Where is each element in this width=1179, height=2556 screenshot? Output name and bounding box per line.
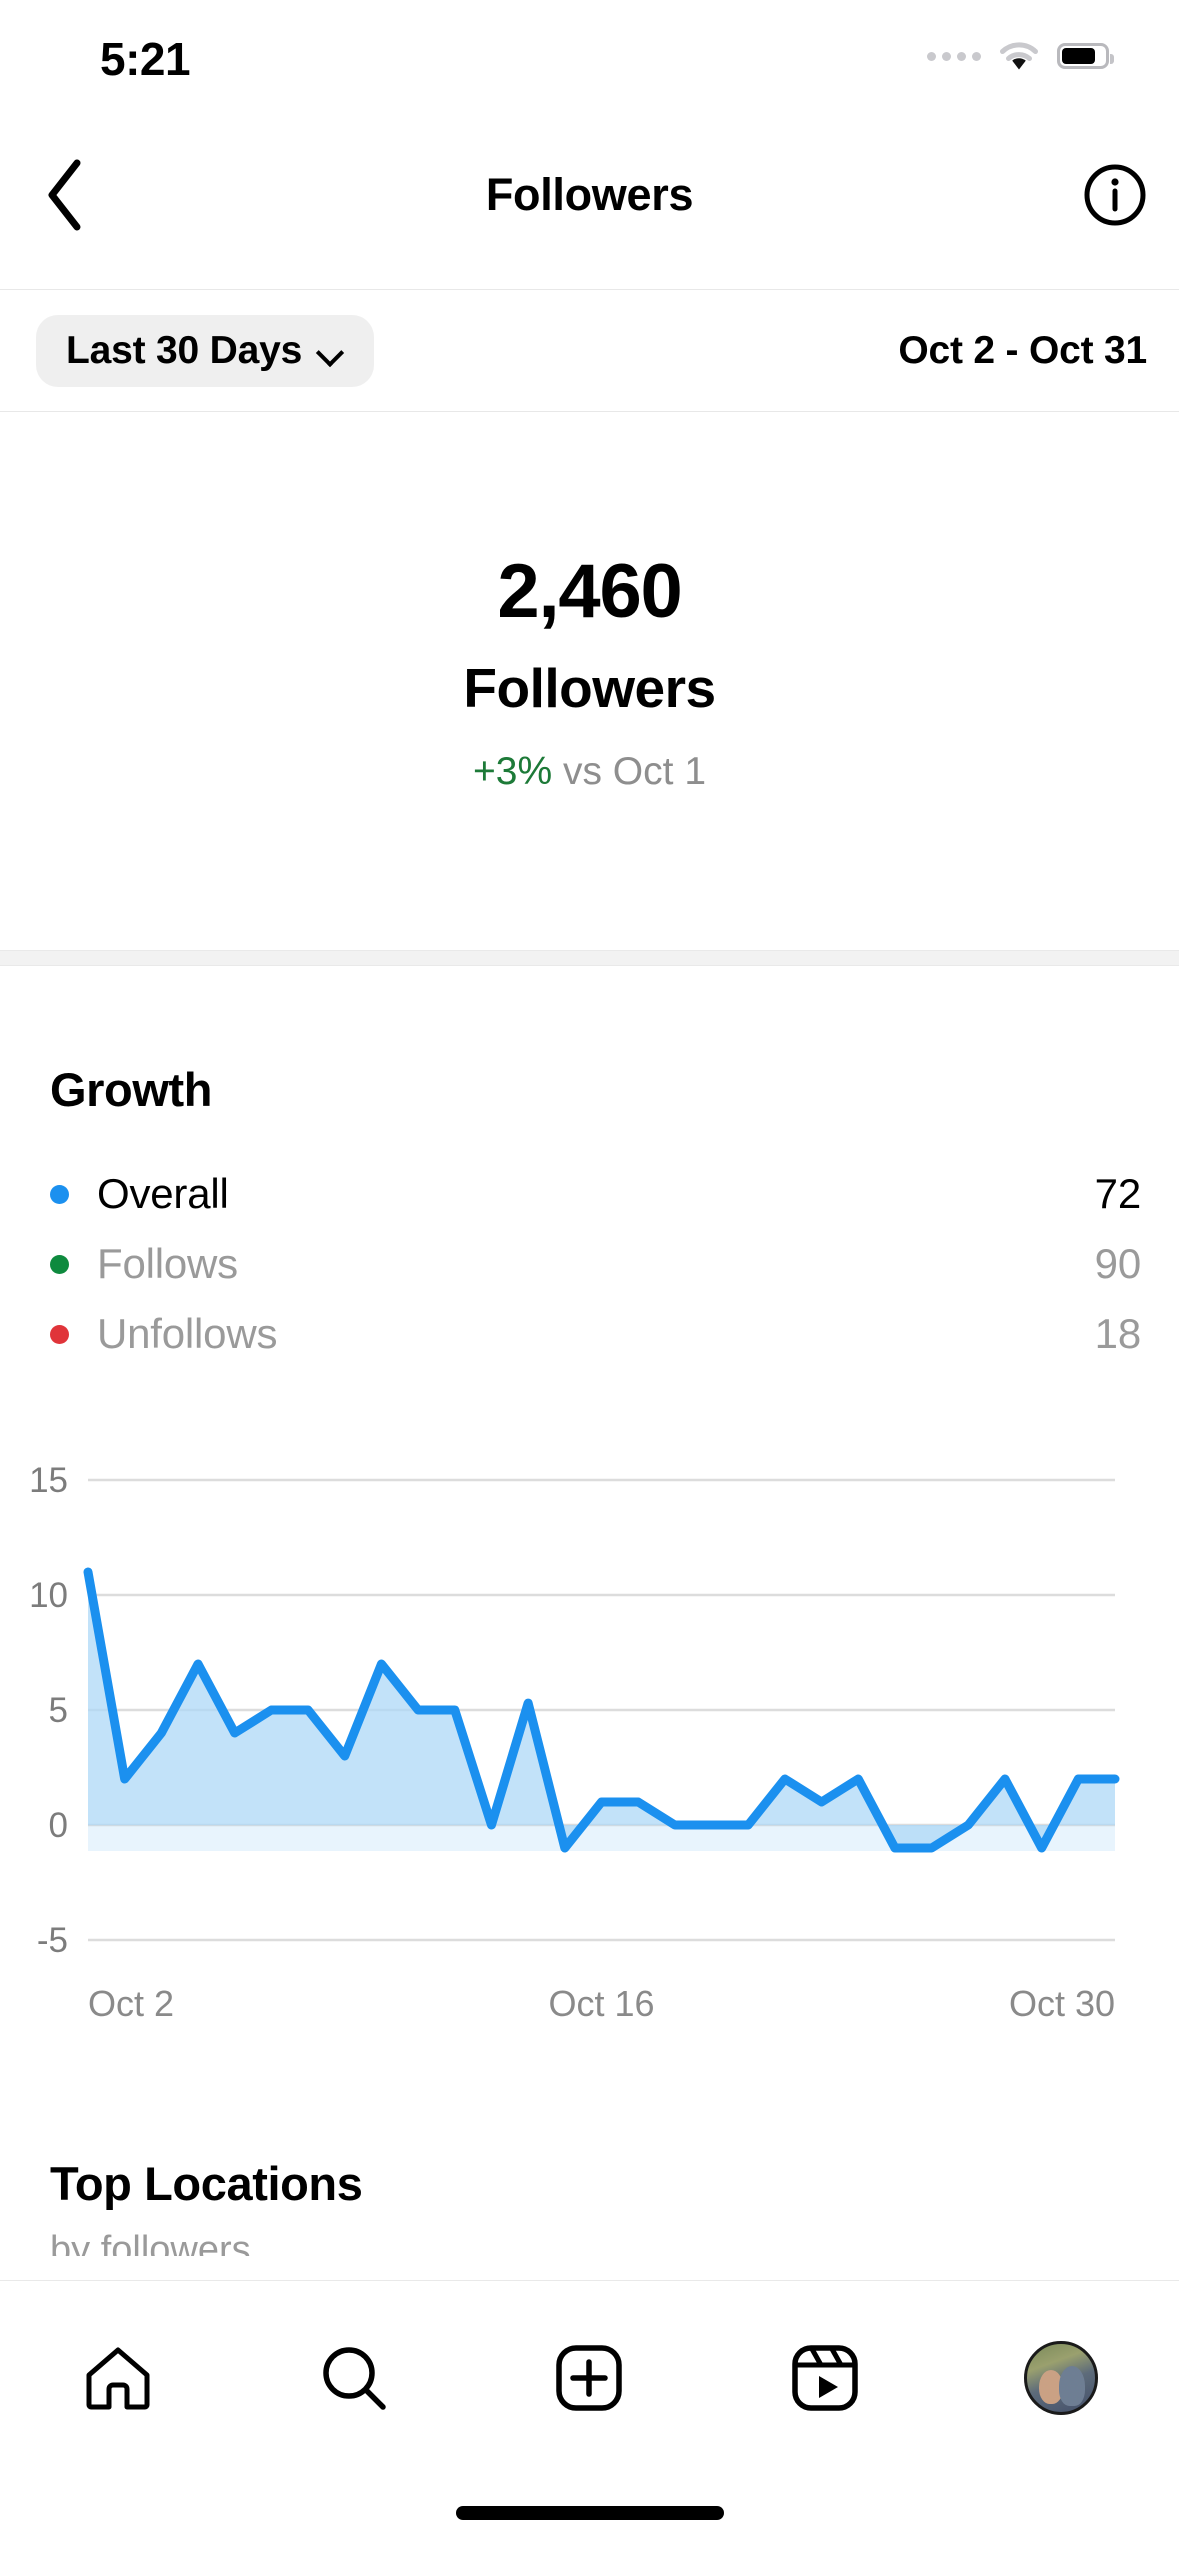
followers-delta-percent: +3%: [472, 750, 553, 793]
legend-dot-icon: [50, 1324, 69, 1344]
search-icon: [322, 2347, 386, 2410]
growth-legend-row[interactable]: Unfollows 18: [50, 1299, 1141, 1369]
navigation-bar: Followers: [0, 100, 1179, 290]
section-divider: [0, 950, 1179, 966]
x-axis-tick-label: Oct 30: [1009, 1983, 1115, 2024]
status-bar: 5:21: [0, 0, 1179, 100]
page-title: Followers: [485, 168, 694, 220]
followers-count-label: Followers: [463, 657, 716, 719]
wifi-icon: [999, 42, 1039, 71]
growth-section-title: Growth: [50, 1063, 213, 1116]
y-axis-tick-label: 5: [49, 1691, 68, 1730]
growth-legend: Overall 72 Follows 90 Unfollows 18: [0, 1159, 1179, 1369]
legend-dot-icon: [50, 1184, 69, 1204]
tab-profile[interactable]: [1001, 2323, 1121, 2433]
top-locations-title: Top Locations: [50, 2157, 363, 2210]
battery-icon: [1057, 43, 1114, 69]
home-indicator: [455, 2506, 724, 2520]
followers-delta-comparison: vs Oct 1: [552, 750, 707, 793]
chart-line-overall: [83, 1567, 1120, 1853]
tab-create[interactable]: [529, 2323, 649, 2433]
y-axis-tick-label: -5: [37, 1921, 68, 1960]
followers-delta: +3% vs Oct 1: [0, 750, 1179, 794]
tab-reels[interactable]: [765, 2323, 885, 2433]
x-axis-tick-label: Oct 16: [548, 1983, 654, 2024]
growth-legend-row[interactable]: Overall 72: [50, 1159, 1141, 1229]
top-locations-subtitle: by followers: [50, 2229, 251, 2256]
status-bar-indicators: [927, 34, 1114, 78]
tab-home[interactable]: [58, 2323, 178, 2433]
home-icon: [86, 2347, 150, 2410]
followers-count: 2,460: [497, 549, 682, 634]
growth-legend-value: 18: [1094, 1310, 1142, 1357]
back-button[interactable]: [20, 150, 110, 240]
y-axis-tick-label: 15: [29, 1461, 68, 1500]
date-range-preset-label: Last 30 Days: [66, 328, 303, 372]
date-range-bar: Last 30 Days Oct 2 - Oct 31: [0, 290, 1179, 412]
top-locations-section[interactable]: Top Locations by followers: [0, 2086, 1179, 2256]
followers-summary: 2,460 Followers +3% vs Oct 1: [0, 412, 1179, 793]
signal-dots-icon: [927, 51, 981, 61]
status-bar-clock: 5:21: [100, 33, 191, 85]
growth-legend-label: Unfollows: [97, 1310, 278, 1357]
reels-icon: [792, 2345, 859, 2411]
growth-legend-value: 72: [1094, 1170, 1142, 1217]
y-axis-tick-label: 0: [49, 1806, 68, 1845]
growth-section: Growth Overall 72 Follows 90 Unfollows 18: [0, 966, 1179, 1369]
growth-legend-label: Overall: [97, 1170, 229, 1217]
y-axis-tick-label: 10: [29, 1576, 68, 1615]
tab-search[interactable]: [294, 2323, 414, 2433]
date-range-preset-button[interactable]: Last 30 Days: [36, 314, 375, 387]
growth-legend-row[interactable]: Follows 90: [50, 1229, 1141, 1299]
profile-avatar[interactable]: [1024, 2341, 1099, 2415]
chevron-down-icon: [318, 343, 344, 358]
growth-chart[interactable]: 15 10 5 0 -5 Oct 2 Oct 16 Oct 30: [0, 1440, 1179, 2060]
date-range-value: Oct 2 - Oct 31: [898, 328, 1147, 372]
x-axis-tick-label: Oct 2: [88, 1983, 174, 2024]
growth-legend-label: Follows: [97, 1240, 238, 1287]
create-icon: [556, 2345, 623, 2411]
info-circle-icon[interactable]: [1083, 163, 1147, 227]
growth-legend-value: 90: [1094, 1240, 1142, 1287]
legend-dot-icon: [50, 1254, 69, 1274]
